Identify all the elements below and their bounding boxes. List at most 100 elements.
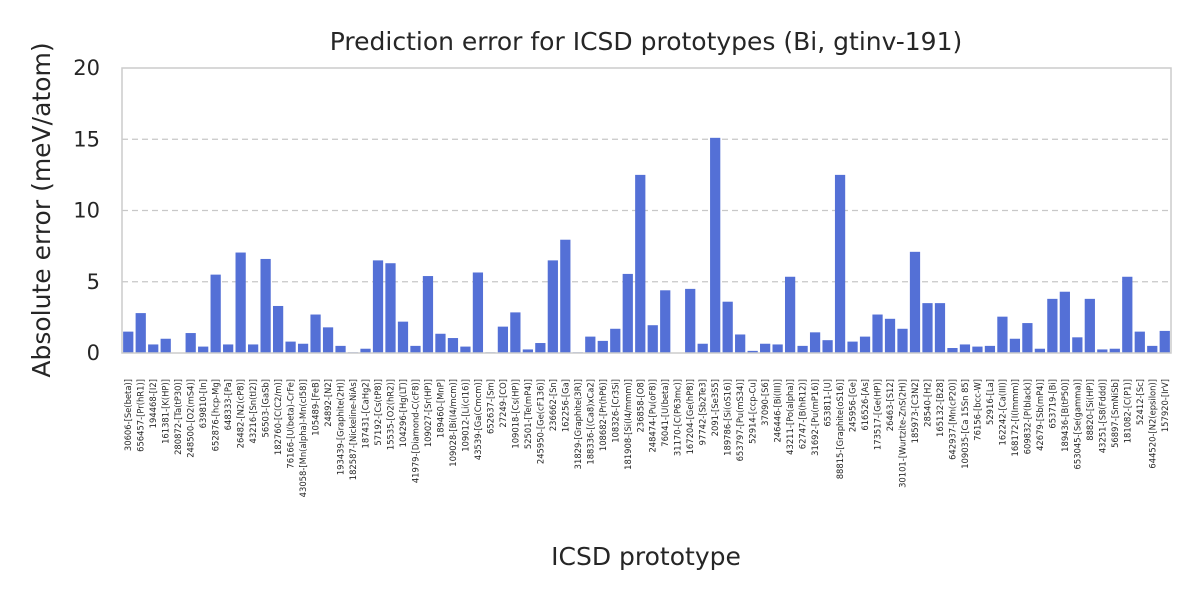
x-tick-label: 31170-[C(P63mc)]	[673, 379, 683, 456]
bar	[897, 328, 908, 353]
x-tick-label: 248500-[O2(mS4)]	[186, 379, 196, 458]
bar	[472, 272, 484, 353]
bar	[585, 336, 596, 353]
x-tick-label: 97742-[Sb2Te3]	[698, 379, 708, 445]
x-tick-label: 161381-[K(HP)]	[161, 379, 171, 444]
x-tick-label: 108326-[Cr3Si]	[610, 379, 620, 443]
bar	[822, 340, 833, 353]
bar	[1159, 330, 1170, 353]
bar	[397, 321, 409, 353]
bar	[223, 344, 234, 353]
x-tick-label: 193439-[Graphite(2H)]	[336, 379, 346, 475]
x-tick-label: 639810-[In]	[198, 379, 208, 428]
x-tick-label: 653797-[Pu(mS34)]	[735, 379, 745, 461]
bar	[372, 260, 384, 353]
bar	[647, 325, 658, 353]
x-tick-label: 248474-[Pu(oF8)]	[648, 379, 658, 453]
bar	[1047, 298, 1058, 353]
bar	[635, 174, 646, 353]
x-tick-label: 644520-[N2(epsilon)]	[1147, 379, 1157, 469]
bar	[1134, 331, 1145, 353]
x-tick-label: 41979-[Diamond-C(cF8)]	[410, 379, 420, 483]
x-tick-label: 656457-[Pr(hR1)]	[136, 379, 146, 452]
bar	[185, 333, 196, 353]
x-tick-label: 43216-[Sn(tI2)]	[248, 379, 258, 443]
x-tick-label: 76041-[U(beta)]	[660, 379, 670, 447]
x-tick-label: 109018-[Cs(HP)]	[510, 379, 520, 449]
bar	[747, 350, 758, 353]
bar	[285, 341, 296, 353]
x-tick-label: 162256-[Ga]	[560, 379, 570, 432]
bar	[597, 340, 608, 353]
bar	[385, 263, 396, 353]
x-tick-label: 88815-[Graphite(oS16)]	[835, 379, 845, 479]
bar	[735, 334, 746, 353]
gridlines	[122, 138, 1171, 283]
x-tick-label: 37090-[S6]	[760, 379, 770, 426]
x-tick-label: 653719-[Bi]	[1047, 379, 1057, 429]
bar	[1097, 349, 1108, 353]
bar	[310, 314, 321, 353]
x-tick-label: 43251-[S8(Fddd)]	[1097, 379, 1107, 453]
x-tick-label: 24892-[N2]	[323, 379, 333, 427]
x-tick-label: 88820-[Si(HP)]	[1085, 379, 1095, 441]
bar	[422, 276, 434, 353]
x-tick-label: 15535-[O2(hR2)]	[385, 379, 395, 450]
x-tick-label: 189460-[MnP]	[435, 379, 445, 438]
x-tick-label: 648333-[Pa]	[223, 379, 233, 430]
x-tick-label: 52916-[La]	[985, 379, 995, 425]
bar	[210, 274, 221, 353]
bar	[622, 273, 633, 353]
bar	[248, 344, 259, 353]
bar	[909, 251, 921, 353]
bar	[959, 344, 971, 353]
bar	[710, 137, 721, 353]
bar	[872, 314, 883, 353]
x-tick-label: 162242-[Ca(III)]	[997, 379, 1007, 445]
x-tick-label: 43058-[Mn(alpha)-Mn(cI58)]	[298, 379, 308, 497]
bar	[135, 313, 146, 353]
x-tick-label: 108682-[Pr(hP6)]	[598, 379, 608, 451]
bar	[722, 301, 733, 353]
x-tick-label: 245956-[Ge]	[848, 379, 858, 432]
x-axis-title: ICSD prototype	[551, 542, 741, 571]
x-tick-label: 642937-[Mn(cP20)]	[947, 379, 957, 460]
x-tick-label: 26463-[S12]	[885, 379, 895, 431]
y-tick-labels: 0 5 10 15 20	[73, 56, 100, 365]
bar	[610, 328, 621, 353]
bar	[697, 343, 708, 353]
bar	[460, 346, 471, 353]
x-tick-label: 43211-[Po(alpha)]	[785, 379, 795, 455]
x-tick-label: 173517-[Ge(HP)]	[873, 379, 883, 450]
bar	[847, 341, 858, 353]
x-tick-label: 104296-[Hg(LT)]	[398, 379, 408, 447]
x-tick-label: 42679-[Sb(mP4)]	[1035, 379, 1045, 451]
x-tick-label: 30606-[Se(beta)]	[123, 379, 133, 451]
bar	[1034, 348, 1045, 353]
x-tick-label: 43539-[Ga(Cmcm)]	[473, 379, 483, 460]
x-tick-label: 26482-[N2(cP8)]	[236, 379, 246, 448]
bar	[997, 316, 1008, 353]
x-tick-label: 653045-[Se(gamma)]	[1072, 379, 1082, 469]
x-tick-label: 185973-[C3N2]	[910, 379, 920, 443]
y-tick-label: 15	[73, 127, 100, 151]
x-tick-label: 2091-[Se3S5]	[710, 379, 720, 436]
bar	[772, 344, 783, 353]
bar	[148, 344, 159, 353]
x-tick-label: 653811-[U]	[823, 379, 833, 427]
bar	[1022, 323, 1033, 353]
x-tick-label: 609832-[P(black)]	[1022, 379, 1032, 454]
x-tick-label: 187431-[CaHg2]	[361, 379, 371, 448]
bar	[1009, 338, 1021, 353]
x-tick-labels: 30606-[Se(beta)] 656457-[Pr(hR1)] 194468-[…	[123, 379, 1170, 497]
x-tick-label: 165132-[B28]	[935, 379, 945, 437]
x-tick-label: 76166-[U(beta)-CrFe]	[286, 379, 296, 469]
x-tick-label: 245950-[Ge(cF136)]	[535, 379, 545, 464]
x-tick-label: 188336-[(Ca8)xCa2]	[585, 379, 595, 465]
x-tick-label: 31829-[Graphite(3R)]	[573, 379, 583, 469]
x-tick-label: 52914-[ccp-Cu]	[748, 379, 758, 444]
bar	[784, 276, 796, 353]
bar	[335, 345, 346, 353]
y-tick-label: 5	[87, 270, 100, 294]
